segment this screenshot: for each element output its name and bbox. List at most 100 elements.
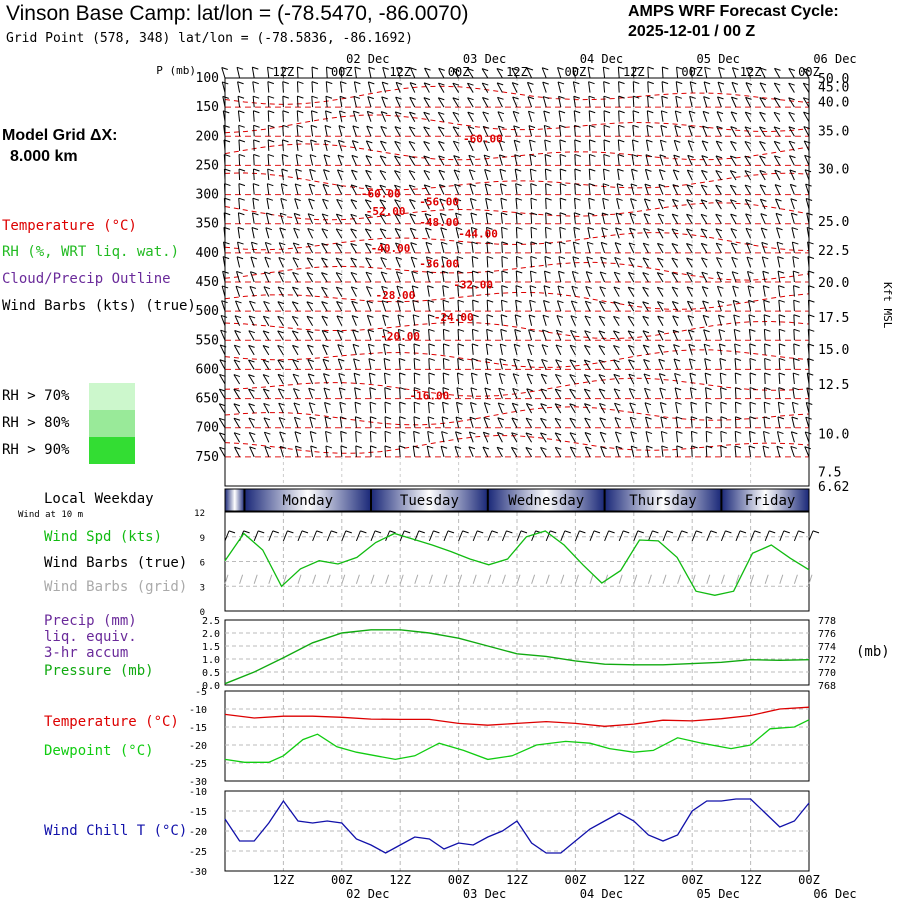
wind-barb-true-flag bbox=[550, 530, 557, 534]
wind-barb-flag bbox=[370, 430, 377, 434]
wind-barb bbox=[369, 416, 372, 428]
wind-barb-flag bbox=[452, 68, 460, 72]
wind-barb bbox=[731, 96, 737, 108]
wind-barb bbox=[408, 141, 416, 152]
wind-barb-flag bbox=[293, 402, 301, 406]
wind-barb bbox=[657, 228, 664, 239]
wind-barb-flag bbox=[306, 315, 314, 319]
wind-barb-flag bbox=[587, 227, 594, 230]
bottom-hour-label: 12Z bbox=[740, 873, 762, 887]
wind-barb bbox=[603, 96, 606, 108]
wind-barb-flag bbox=[438, 67, 445, 71]
wind-barb-flag bbox=[424, 198, 431, 202]
wind-barb bbox=[293, 402, 299, 414]
wind-barb-flag bbox=[337, 329, 344, 333]
wind-barb bbox=[321, 301, 328, 312]
height-tick-label: 20.0 bbox=[818, 276, 849, 291]
wind-barb bbox=[673, 344, 679, 356]
wind-barb-flag bbox=[716, 242, 723, 246]
wind-barb bbox=[219, 344, 226, 356]
wind-barb-true bbox=[604, 530, 610, 542]
wind-barb-flag bbox=[472, 270, 479, 274]
wind-speed-line bbox=[224, 530, 810, 596]
wind-barb-flag bbox=[804, 446, 811, 450]
wind-barb-flag bbox=[788, 97, 795, 101]
wind-barb-flag bbox=[730, 111, 738, 115]
wind-barb-grid bbox=[268, 574, 273, 584]
wind-barb bbox=[381, 300, 387, 312]
wind-barb bbox=[719, 358, 722, 370]
wind-barb-flag bbox=[262, 330, 270, 334]
wind-barb bbox=[485, 212, 489, 224]
wind-barb bbox=[545, 183, 547, 195]
wind-barb-flag bbox=[513, 125, 520, 129]
wind-barb-flag bbox=[631, 445, 638, 449]
wind-barb-flag bbox=[453, 140, 460, 144]
wind-barb bbox=[644, 183, 649, 195]
wind-barb-flag bbox=[423, 97, 431, 101]
wind-barb bbox=[469, 402, 474, 414]
wind-barb bbox=[687, 329, 693, 341]
wind-barb bbox=[774, 184, 781, 195]
wind-barb-flag bbox=[483, 154, 491, 158]
wind-barb bbox=[759, 112, 766, 122]
wind-barb-flag bbox=[674, 387, 682, 391]
wind-barb-flag bbox=[527, 358, 534, 362]
wind-barb bbox=[486, 227, 489, 239]
wind-barb bbox=[251, 227, 255, 239]
wind-barb bbox=[324, 416, 328, 428]
wind-barb-true bbox=[443, 530, 449, 542]
wind-barb-flag bbox=[773, 126, 781, 130]
wind-barb bbox=[540, 373, 547, 385]
wind-barb bbox=[296, 66, 299, 79]
wind-barb bbox=[704, 67, 708, 79]
wind-barb-flag bbox=[557, 67, 564, 70]
wind-barb-flag bbox=[600, 431, 607, 435]
wind-barb bbox=[427, 416, 430, 428]
wind-barb bbox=[457, 329, 460, 341]
wind-barb bbox=[613, 301, 620, 312]
wind-barb bbox=[656, 257, 664, 268]
wind-barb bbox=[661, 66, 664, 79]
temperature-line bbox=[224, 706, 810, 727]
wind-barb-flag bbox=[642, 301, 649, 305]
wind-barb-grid bbox=[458, 574, 463, 584]
wind-barb-flag bbox=[252, 81, 259, 85]
wind-barb bbox=[803, 140, 810, 152]
wind-barb bbox=[572, 81, 576, 93]
wind-barb bbox=[555, 329, 562, 341]
wind-barb bbox=[248, 330, 255, 341]
wind-barb bbox=[236, 271, 241, 283]
isotherm-contour bbox=[224, 143, 810, 161]
wind-barb-flag bbox=[350, 184, 358, 188]
wind-barb bbox=[701, 271, 708, 283]
wind-barb bbox=[802, 68, 810, 79]
rh-70-label: RH > 70% bbox=[2, 388, 70, 404]
wind-barb-flag bbox=[442, 401, 449, 405]
wind-barb bbox=[529, 139, 533, 151]
wind-barb bbox=[705, 402, 708, 414]
height-axis-title: Kft MSL bbox=[881, 282, 894, 329]
weekday-segment bbox=[487, 489, 605, 511]
wind-barb-flag bbox=[250, 271, 257, 275]
wind-barb bbox=[306, 242, 314, 254]
wind-barb-true bbox=[735, 530, 741, 542]
wind-barb bbox=[759, 184, 766, 195]
wind-barb-flag bbox=[774, 67, 781, 71]
wind-barb-flag bbox=[569, 432, 577, 436]
wind-barb-flag bbox=[282, 95, 289, 99]
wind-barb-flag bbox=[337, 169, 344, 173]
wind-barb bbox=[788, 68, 795, 79]
wind-barb bbox=[379, 228, 387, 239]
wind-barb bbox=[306, 316, 314, 326]
wind-barb bbox=[559, 154, 562, 166]
wind-barb bbox=[773, 126, 781, 137]
wind-barb bbox=[335, 243, 343, 254]
wind-barb-flag bbox=[249, 446, 256, 450]
wind-barb bbox=[399, 402, 401, 414]
wind-barb-flag bbox=[615, 212, 623, 216]
windchill-title: Wind Chill T (°C) bbox=[44, 823, 188, 839]
wind-barb bbox=[428, 358, 430, 370]
wind-barb bbox=[514, 154, 518, 166]
wind-barb bbox=[336, 315, 343, 326]
